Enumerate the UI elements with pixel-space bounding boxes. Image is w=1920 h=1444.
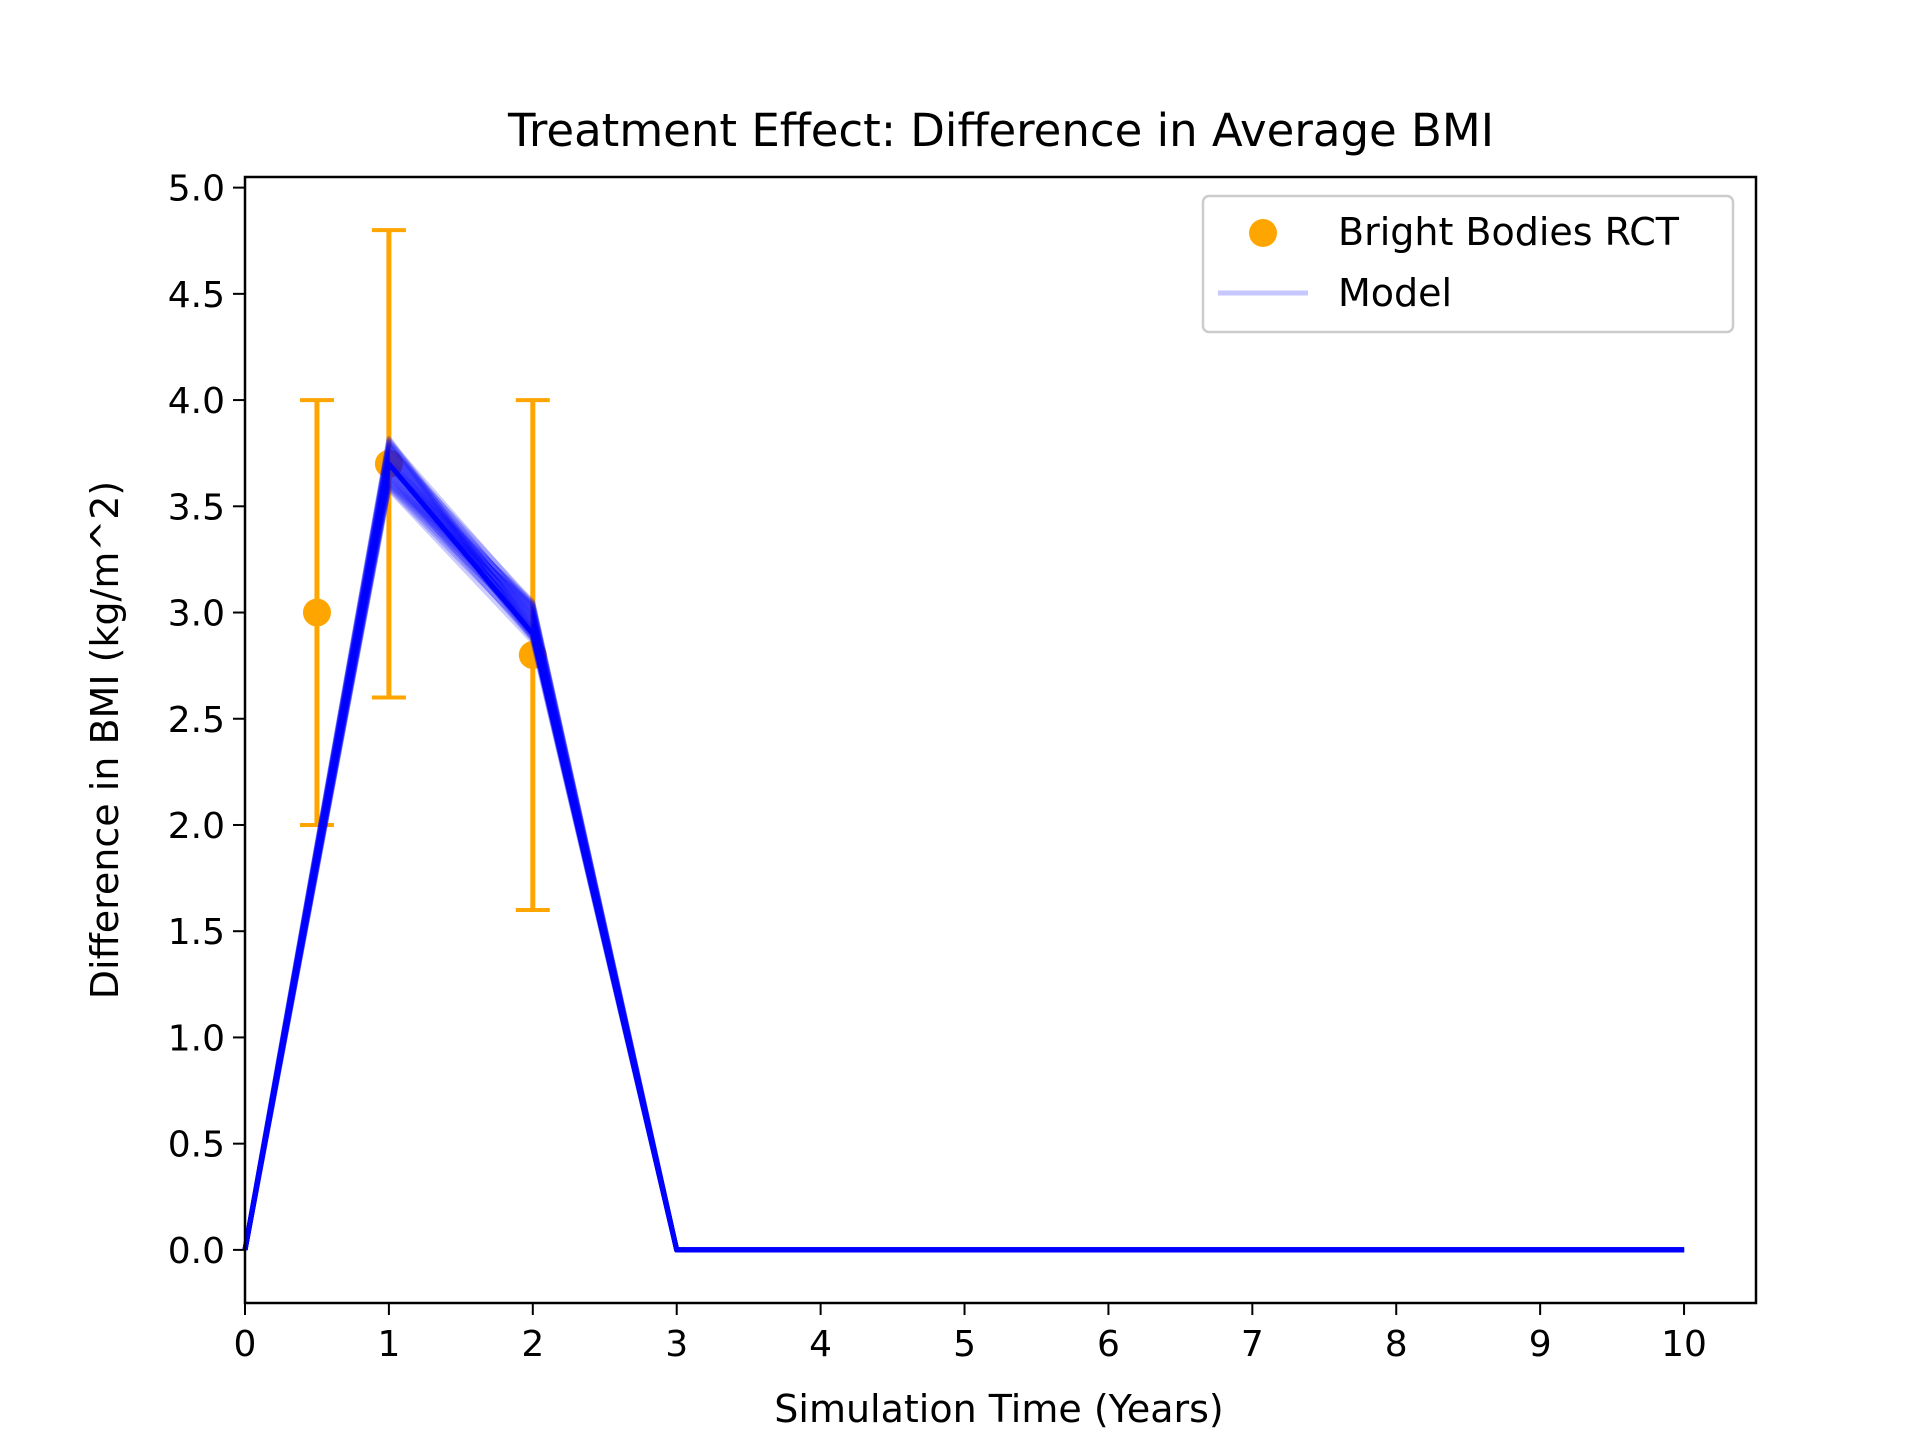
y-tick-label: 4.0 [168,381,225,422]
x-tick-label: 3 [665,1324,688,1365]
y-tick-label: 3.0 [168,594,225,635]
legend-label-model: Model [1338,271,1452,315]
y-tick-label: 2.0 [168,806,225,847]
x-tick-label: 1 [377,1324,400,1365]
y-tick-label: 4.5 [168,275,225,316]
y-tick-label: 1.0 [168,1018,225,1059]
y-tick-label: 3.5 [168,487,225,528]
legend: Bright Bodies RCT Model [1201,194,1735,334]
x-tick-label: 6 [1097,1324,1120,1365]
x-tick-label: 8 [1385,1324,1408,1365]
y-tick-label: 2.5 [168,700,225,741]
x-tick-label: 2 [521,1324,544,1365]
x-tick-label: 0 [234,1324,257,1365]
x-axis: 0 1 2 3 4 5 6 7 8 9 10 [234,1303,1707,1365]
observed-point [302,598,331,627]
x-tick-label: 4 [809,1324,832,1365]
y-tick-label: 5.0 [168,169,225,210]
x-axis-label: Simulation Time (Years) [774,1387,1223,1431]
x-tick-label: 7 [1241,1324,1264,1365]
y-axis: 0.0 0.5 1.0 1.5 2.0 2.5 3.0 3.5 4.0 4.5 5.0 [168,169,245,1272]
y-tick-label: 0.5 [168,1125,225,1166]
legend-box [1201,194,1735,334]
x-tick-label: 10 [1661,1324,1707,1365]
plot-frame [243,175,1758,1305]
chart-title: Treatment Effect: Difference in Average … [507,104,1494,157]
y-axis-label: Difference in BMI (kg/m^2) [83,481,127,999]
legend-label-observed: Bright Bodies RCT [1338,210,1680,254]
y-tick-label: 0.0 [168,1231,225,1272]
legend-marker-observed [1249,219,1277,247]
plot-area [242,228,1685,1253]
x-tick-label: 5 [953,1324,976,1365]
y-tick-label: 1.5 [168,912,225,953]
x-tick-label: 9 [1529,1324,1552,1365]
model-line-main [242,461,1685,1253]
